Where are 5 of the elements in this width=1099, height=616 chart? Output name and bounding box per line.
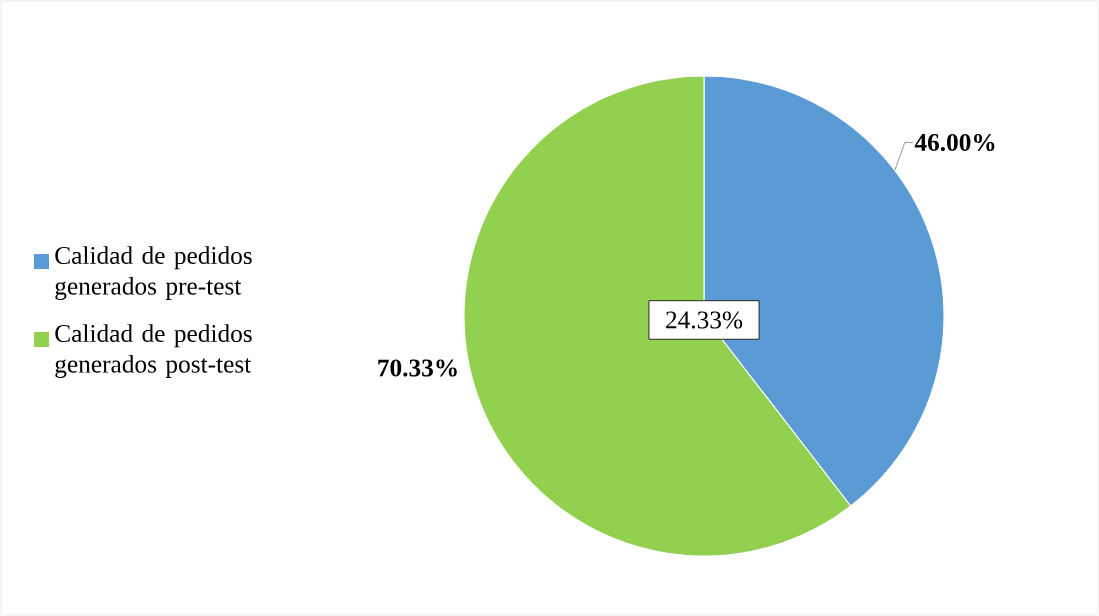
legend-label: Calidad de pedidos generados post-test <box>55 324 252 378</box>
data-label: 46.00% <box>914 133 995 152</box>
data-label: 70.33% <box>378 359 457 377</box>
legend-label: Calidad de pedidos generados pre-test <box>55 246 252 300</box>
text: 24.33% <box>666 311 743 329</box>
